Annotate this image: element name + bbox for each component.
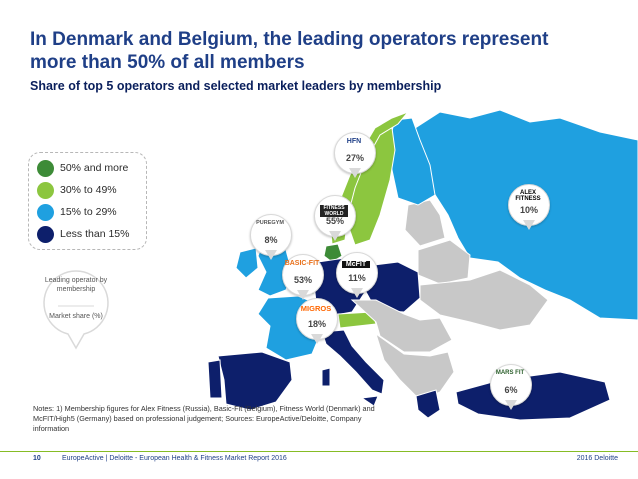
- pin-tip: [351, 288, 363, 298]
- pin-value: 8%: [264, 235, 278, 245]
- map-baltics: [404, 199, 446, 247]
- legend-item-less-15: Less than 15%: [37, 225, 129, 243]
- page-subtitle: Share of top 5 operators and selected ma…: [30, 79, 442, 93]
- pin-tip: [297, 290, 309, 300]
- pin-tip: [265, 250, 277, 260]
- legend-label: 15% to 29%: [60, 206, 117, 218]
- pin-value: 11%: [348, 273, 366, 283]
- pin-circle: [490, 364, 532, 406]
- key-pin-top-text: Leading operator by membership: [44, 277, 108, 293]
- map-ukraine: [419, 269, 549, 331]
- pin-value: 27%: [345, 153, 364, 163]
- legend-label: Less than 15%: [60, 228, 130, 240]
- legend: 50% and more 30% to 49% 15% to 29% Less …: [28, 152, 147, 250]
- basic-fit-logo: BASIC-FIT: [284, 260, 320, 267]
- mcfit-logo: McFIT: [342, 261, 370, 268]
- pin-fitness-world: FITNESS WORLD 55%: [314, 195, 358, 251]
- pin-value: 53%: [293, 275, 312, 285]
- pin-circle: [334, 132, 376, 174]
- map-austria: [337, 311, 377, 329]
- alex-fitness-logo: ALEX FITNESS: [515, 190, 541, 202]
- legend-label: 30% to 49%: [60, 184, 117, 196]
- page-number: 10: [33, 455, 41, 462]
- pin-tip: [329, 231, 341, 241]
- pin-tip: [505, 400, 517, 410]
- legend-item-15-29: 15% to 29%: [37, 203, 117, 221]
- page-title: In Denmark and Belgium, the leading oper…: [30, 29, 549, 73]
- map-italy: [321, 329, 385, 395]
- pin-tip: [311, 334, 323, 344]
- pin-basic-fit: BASIC-FIT 53%: [282, 254, 326, 310]
- map-poland: [365, 261, 421, 313]
- pin-tip: [523, 220, 535, 230]
- footer-text: EuropeActive | Deloitte - European Healt…: [62, 455, 287, 462]
- map-belarus: [417, 239, 471, 285]
- map-portugal: [207, 359, 223, 399]
- legend-dot-icon: [37, 225, 54, 243]
- notes: Notes: 1) Membership figures for Alex Fi…: [33, 404, 375, 433]
- pin-circle: [508, 184, 550, 226]
- migros-logo: MIGROS: [300, 304, 332, 313]
- pin-mars-fit: MARS FIT 6%: [490, 364, 534, 420]
- map-spain: [217, 351, 293, 411]
- map-greece: [415, 389, 441, 419]
- legend-item-50-plus: 50% and more: [37, 159, 128, 177]
- pin-value: 18%: [307, 319, 326, 329]
- pin-value: 10%: [519, 205, 538, 215]
- footer-copyright: 2016 Deloitte: [576, 455, 618, 462]
- map-central: [350, 299, 453, 353]
- fitness-world-logo: FITNESS WORLD: [320, 205, 348, 217]
- legend-label: 50% and more: [60, 162, 129, 174]
- footer-rule: [0, 451, 638, 452]
- map-balkans: [375, 332, 455, 401]
- pin-hfn: HFN 27%: [334, 132, 378, 188]
- legend-dot-icon: [37, 181, 54, 199]
- legend-dot-icon: [37, 159, 54, 177]
- map-ireland: [235, 247, 259, 279]
- mars-fit-logo: MARS FIT: [495, 370, 525, 376]
- pin-mcfit: McFIT 11%: [336, 252, 380, 308]
- legend-item-30-49: 30% to 49%: [37, 181, 117, 199]
- pin-value: 55%: [325, 216, 344, 226]
- pin-puregym: PUREGYM 8%: [250, 214, 294, 270]
- key-pin: Leading operator by membership Market sh…: [42, 262, 110, 352]
- puregym-logo: PUREGYM: [256, 220, 284, 226]
- pin-circle: [282, 254, 324, 296]
- pin-alex-fitness: ALEX FITNESS 10%: [508, 184, 552, 240]
- pin-migros: MIGROS 18%: [296, 298, 340, 354]
- key-pin-bottom-text: Market share (%): [49, 313, 103, 320]
- legend-dot-icon: [37, 203, 54, 221]
- pin-circle: [296, 298, 338, 340]
- pin-value: 6%: [504, 385, 518, 395]
- map-sardinia: [321, 367, 331, 387]
- hfn-logo: HFN: [346, 138, 362, 145]
- pin-tip: [349, 168, 361, 178]
- key-pin-icon: [43, 270, 109, 350]
- map-sicily: [360, 395, 379, 407]
